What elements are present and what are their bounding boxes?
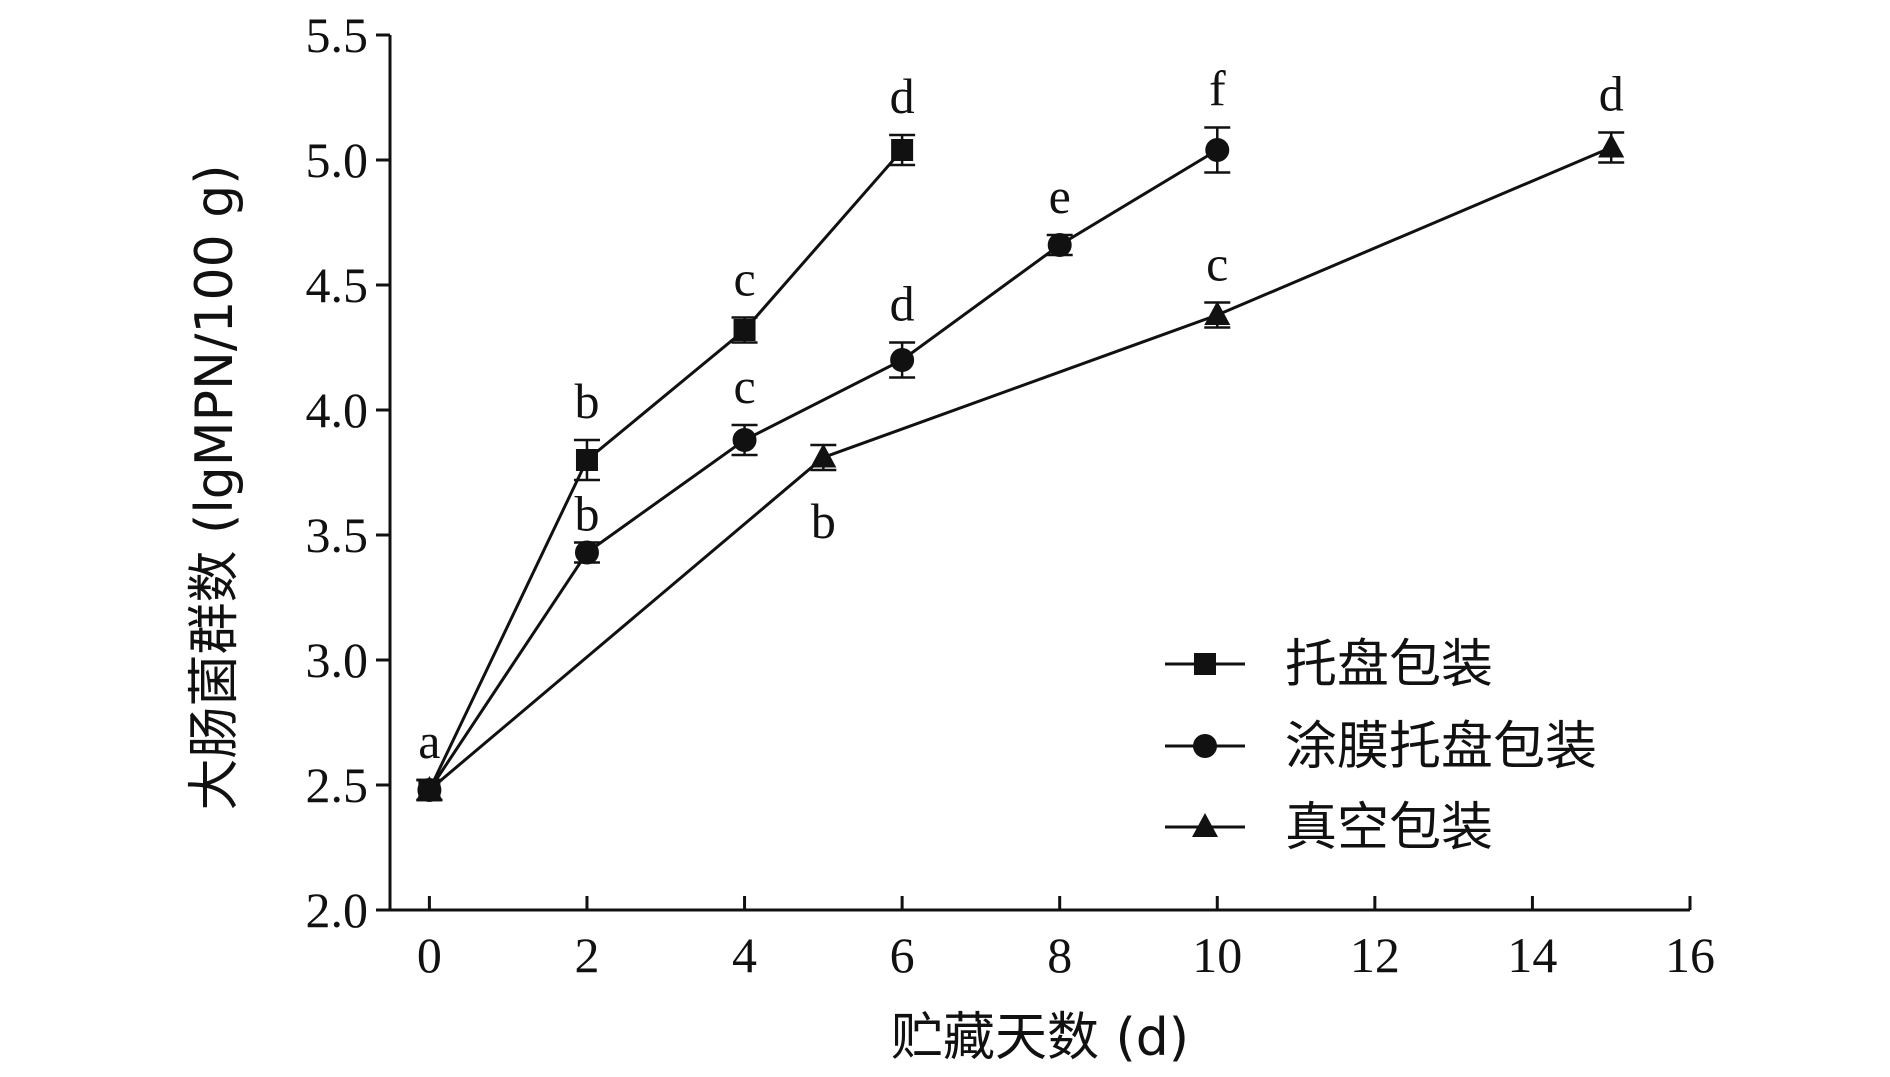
data-point xyxy=(810,443,837,468)
legend-label: 真空包装 xyxy=(1285,798,1493,858)
data-point xyxy=(1047,233,1072,257)
data-point xyxy=(733,319,756,341)
legend-label: 涂膜托盘包装 xyxy=(1285,717,1597,777)
series-layer xyxy=(416,126,1625,802)
data-point xyxy=(1205,138,1230,162)
significance-label: a xyxy=(418,713,440,769)
x-tick-label: 16 xyxy=(1665,927,1715,983)
significance-label: e xyxy=(1049,168,1071,224)
x-tick-label: 12 xyxy=(1350,927,1400,983)
data-point xyxy=(1598,133,1625,158)
x-axis-title: 贮藏天数 (d) xyxy=(891,1008,1189,1068)
significance-labels: a b c d b c d e f b c d xyxy=(418,61,1623,770)
x-tick-label: 4 xyxy=(732,927,757,983)
x-tick-label: 0 xyxy=(417,927,442,983)
series-line xyxy=(428,149,904,791)
data-point xyxy=(1204,301,1231,325)
significance-label: f xyxy=(1209,61,1226,117)
series-line xyxy=(428,146,1612,792)
significance-label: c xyxy=(733,358,755,414)
significance-label: b xyxy=(574,373,599,429)
x-tick-label: 2 xyxy=(574,927,599,983)
x-tick-label: 8 xyxy=(1047,927,1072,983)
data-point xyxy=(891,139,914,161)
legend-marker xyxy=(1192,813,1218,837)
significance-label: d xyxy=(1599,66,1624,122)
x-tick-label: 14 xyxy=(1507,927,1557,983)
legend-label: 托盘包装 xyxy=(1285,635,1493,695)
y-tick-label: 2.0 xyxy=(306,882,369,938)
y-tick-label: 3.0 xyxy=(306,632,369,688)
data-point xyxy=(574,540,599,565)
series-line xyxy=(428,148,1219,791)
significance-label: b xyxy=(574,486,599,542)
data-point xyxy=(890,348,915,372)
series-triangle xyxy=(416,131,1625,802)
significance-label: d xyxy=(890,276,915,332)
legend-marker xyxy=(1194,653,1216,675)
data-point xyxy=(732,428,757,452)
legend-item: 涂膜托盘包装 xyxy=(1165,717,1597,777)
y-tick-label: 5.5 xyxy=(306,7,369,63)
x-tick-label: 6 xyxy=(890,927,915,983)
legend-item: 托盘包装 xyxy=(1165,635,1493,695)
significance-label: c xyxy=(1206,236,1228,292)
legend-marker xyxy=(1193,734,1217,758)
y-tick-label: 3.5 xyxy=(306,507,369,563)
y-axis-title: 大肠菌群数 (lgMPN/100 g) xyxy=(185,165,245,811)
y-tick-label: 5.0 xyxy=(306,132,369,188)
y-tick-label: 2.5 xyxy=(306,757,369,813)
legend-item: 真空包装 xyxy=(1165,798,1493,858)
significance-label: c xyxy=(733,251,755,307)
series-square xyxy=(416,133,916,802)
data-point xyxy=(416,776,443,800)
axes: 2.0 2.5 3.0 3.5 4.0 4.5 5.0 5.5 0 2 4 6 8 10 12 14 16 xyxy=(306,7,1716,983)
y-tick-label: 4.0 xyxy=(306,382,369,438)
significance-label: b xyxy=(811,493,836,549)
x-tick-label: 10 xyxy=(1192,927,1242,983)
data-point xyxy=(575,449,598,471)
significance-label: d xyxy=(890,68,915,124)
y-tick-label: 4.5 xyxy=(306,257,369,313)
